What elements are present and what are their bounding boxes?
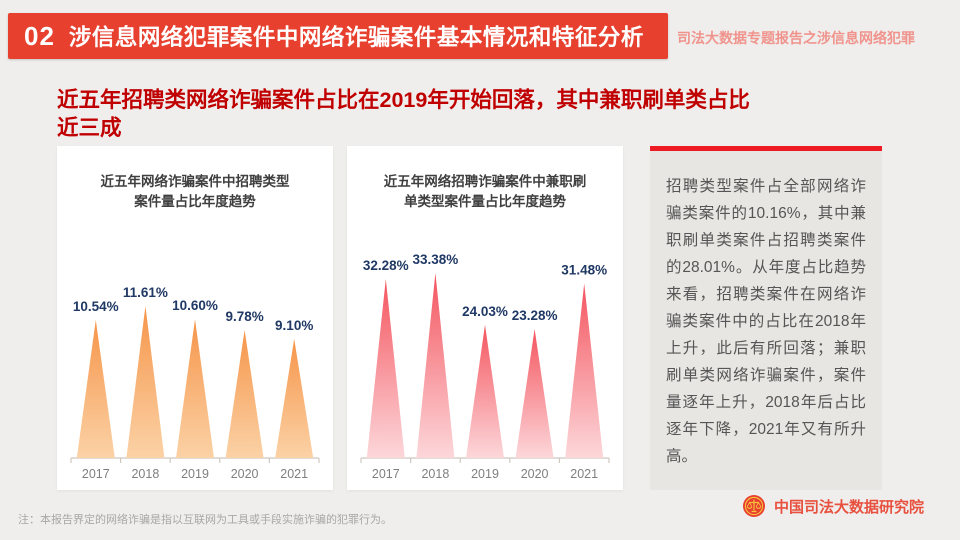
analysis-text: 招聘类型案件占全部网络诈骗类案件的10.16%，其中兼职刷单类案件占招聘类案件的… (650, 151, 882, 490)
value-label: 24.03% (462, 304, 508, 319)
cone-bar (176, 319, 214, 458)
year-label: 2018 (421, 467, 449, 481)
value-label: 9.10% (275, 318, 313, 333)
year-label: 2021 (280, 467, 308, 481)
triangle-bar-chart-parttime: 32.28% 2017 33.38% 2018 24.03% 2019 23.28% 2020… (360, 252, 610, 481)
chart-card-recruitment: 近五年网络诈骗案件中招聘类型 案件量占比年度趋势 10.54% 2017 11.61… (57, 146, 333, 490)
year-label: 2020 (521, 467, 549, 481)
year-label: 2017 (372, 467, 400, 481)
value-label: 11.61% (123, 285, 168, 300)
chart-card-parttime: 近五年网络招聘诈骗案件中兼职刷 单类型案件量占比年度趋势 32.28% 2017 3… (347, 146, 623, 490)
cone-bar (126, 306, 165, 458)
year-label: 2020 (231, 467, 259, 481)
value-label: 33.38% (413, 252, 459, 267)
cone-bar (225, 330, 264, 458)
cone-bar (515, 329, 554, 458)
year-label: 2021 (570, 467, 598, 481)
cone-bar (275, 338, 314, 458)
cone-bar (416, 273, 455, 458)
chart-title-recruitment: 近五年网络诈骗案件中招聘类型 案件量占比年度趋势 (100, 174, 290, 210)
org-logo: 中国司法大数据研究院 (742, 494, 924, 518)
value-label: 31.48% (561, 263, 607, 278)
year-label: 2017 (82, 467, 110, 481)
court-emblem-icon (743, 495, 765, 517)
page-title: 涉信息网络犯罪案件中网络诈骗案件基本情况和特征分析 (68, 25, 644, 50)
value-label: 9.78% (225, 309, 263, 324)
value-label: 10.60% (172, 298, 218, 313)
panel-accent-bar (650, 146, 882, 151)
section-number: 02 (24, 20, 55, 51)
value-label: 10.54% (73, 299, 119, 314)
value-label: 23.28% (512, 308, 558, 323)
slide-subtitle: 近五年招聘类网络诈骗案件占比在2019年开始回落，其中兼职刷单类占比 近三成 (57, 86, 887, 143)
year-label: 2018 (131, 467, 159, 481)
year-label: 2019 (471, 467, 499, 481)
triangle-bar-chart-recruitment: 10.54% 2017 11.61% 2018 10.60% 2019 9.78% 2020 9… (70, 285, 320, 481)
subtitle-line1: 近五年招聘类网络诈骗案件占比在2019年开始回落，其中兼职刷单类占比 (57, 88, 750, 112)
subtitle-line2: 近三成 (57, 116, 122, 141)
footnote: 注：本报告界定的网络诈骗是指以互联网为工具或手段实施诈骗的犯罪行为。 (18, 514, 392, 526)
cone-bar (466, 324, 504, 458)
report-series-label: 司法大数据专题报告之涉信息网络犯罪 (677, 30, 915, 46)
header-bar: 02 涉信息网络犯罪案件中网络诈骗案件基本情况和特征分析 (8, 13, 668, 59)
analysis-panel: 招聘类型案件占全部网络诈骗类案件的10.16%，其中兼职刷单类案件占招聘类案件的… (650, 146, 882, 490)
cone-bar (366, 279, 405, 458)
value-label: 32.28% (363, 258, 409, 273)
year-label: 2019 (181, 467, 209, 481)
chart-title-parttime: 近五年网络招聘诈骗案件中兼职刷 单类型案件量占比年度趋势 (383, 174, 587, 210)
cone-bar (565, 283, 604, 458)
org-name: 中国司法大数据研究院 (774, 498, 925, 516)
cone-bar (76, 320, 115, 458)
